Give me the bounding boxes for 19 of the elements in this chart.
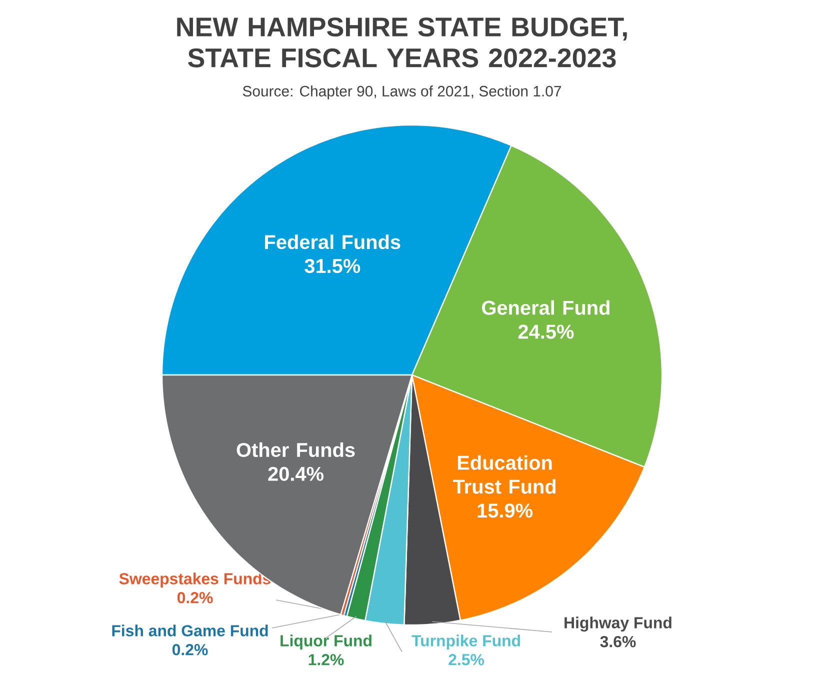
slice-label: Education Trust Fund: [452, 455, 556, 494]
slice-label: Federal Funds: [265, 234, 400, 250]
slice-label: Highway Fund: [564, 616, 672, 632]
data-label: 31.5%: [304, 258, 360, 274]
slice-label: Liquor Fund: [280, 634, 372, 650]
slice-label: Fish and Game Fund: [112, 624, 268, 636]
data-label: 3.6%: [600, 636, 636, 648]
chart-subtitle: Source: Chapter 90, Laws of 2021, Section 1.07: [242, 86, 561, 100]
data-label: 20.4%: [268, 466, 324, 481]
data-label: 1.2%: [308, 654, 344, 666]
chart-title: NEW HAMPSHIRE STATE BUDGET, STATE FISCAL YEARS 2022-2023: [177, 18, 627, 68]
slice-label: Other Funds: [236, 442, 355, 458]
data-label: 0.2%: [177, 592, 213, 604]
data-label: 0.2%: [172, 644, 208, 656]
data-label: 15.9%: [478, 504, 532, 518]
data-label: 24.5%: [518, 324, 574, 339]
data-label: 2.5%: [448, 654, 484, 666]
slice-label: General Fund: [482, 300, 610, 315]
slice-label: Turnpike Fund: [412, 634, 520, 650]
